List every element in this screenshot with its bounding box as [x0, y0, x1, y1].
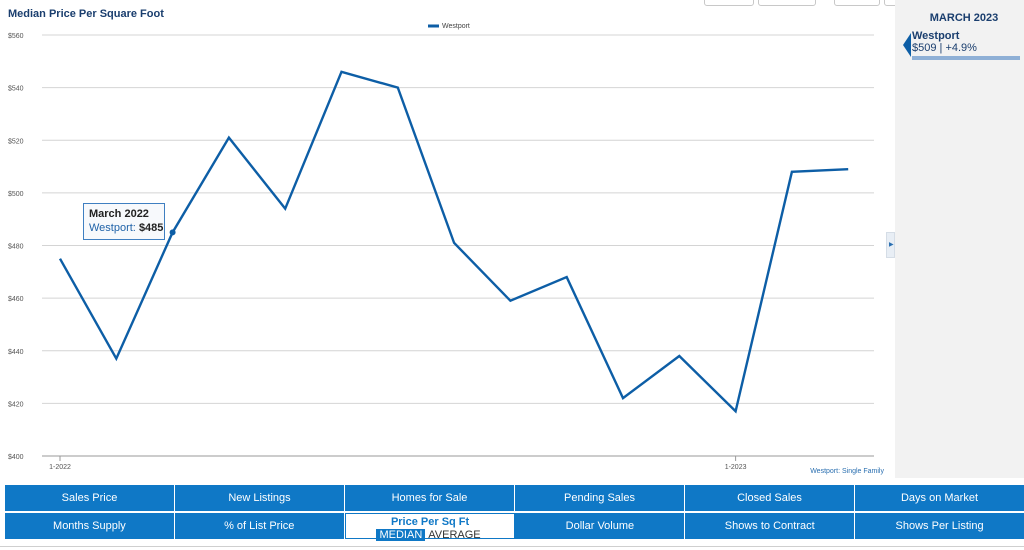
x-tick-label: 1-2023	[725, 464, 747, 471]
y-tick-label: $460	[8, 296, 24, 303]
footer-divider	[0, 546, 1024, 547]
tab-closed-sales[interactable]: Closed Sales	[685, 485, 855, 511]
top-control-button[interactable]	[758, 0, 816, 6]
side-panel-series-card[interactable]: Westport $509 | +4.9%	[912, 30, 1020, 60]
chart-tooltip: March 2022 Westport: $485	[83, 203, 165, 240]
y-tick-label: $420	[8, 401, 24, 408]
tab-homes-for-sale[interactable]: Homes for Sale	[345, 485, 515, 511]
tab-days-on-market[interactable]: Days on Market	[855, 485, 1024, 511]
data-point	[169, 229, 176, 236]
tab-pending-sales[interactable]: Pending Sales	[515, 485, 685, 511]
side-panel-series-name: Westport	[912, 30, 960, 42]
tab-new-listings[interactable]: New Listings	[175, 485, 345, 511]
tab-of-list-price[interactable]: % of List Price	[174, 513, 345, 539]
tooltip-series-name: Westport:	[89, 222, 136, 234]
tab-label: Price Per Sq Ft	[390, 516, 470, 528]
toggle-average[interactable]: AVERAGE	[428, 529, 481, 541]
y-tick-label: $540	[8, 86, 24, 93]
y-tick-label: $400	[8, 454, 24, 461]
caret-right-icon: ▶	[889, 242, 894, 248]
side-panel-series-bar	[912, 56, 1020, 60]
side-panel-series-value: $509 | +4.9%	[912, 42, 977, 54]
tab-shows-per-listing[interactable]: Shows Per Listing	[855, 513, 1024, 539]
tooltip-value: $485	[138, 222, 164, 234]
y-tick-label: $520	[8, 138, 24, 145]
side-panel-header: MARCH 2023	[929, 12, 999, 24]
chart-credit: Westport: Single Family	[810, 468, 884, 475]
series-marker-icon	[903, 33, 911, 57]
metric-tabs: Sales Price New Listings Homes for Sale Pen…	[5, 485, 1024, 541]
y-tick-label: $500	[8, 191, 24, 198]
tab-price-per-sq-ft[interactable]: Price Per Sq Ft MEDIAN AVERAGE	[344, 513, 516, 541]
tab-shows-to-contract[interactable]: Shows to Contract	[685, 513, 856, 539]
tab-sales-price[interactable]: Sales Price	[5, 485, 175, 511]
tooltip-body: Westport: $485	[89, 222, 164, 234]
line-chart: $400 $420 $440 $460 $480 $500 $520 $540 $560 1-20…	[8, 23, 874, 471]
median-average-toggle: MEDIAN AVERAGE	[376, 529, 483, 541]
side-panel	[895, 0, 1024, 478]
top-control-button[interactable]	[834, 0, 880, 6]
metric-tab-row: Sales Price New Listings Homes for Sale Pen…	[5, 485, 1024, 511]
toggle-median[interactable]: MEDIAN	[376, 529, 426, 541]
tooltip-title: March 2022	[89, 208, 149, 220]
metric-tab-row: Months Supply% of List Price Price Per Sq…	[5, 513, 1024, 541]
y-tick-label: $480	[8, 244, 24, 251]
chart-title: Median Price Per Square Foot	[8, 8, 164, 20]
x-tick-label: 1-2022	[49, 464, 71, 471]
legend-label: Westport	[442, 23, 470, 30]
tab-months-supply[interactable]: Months Supply	[5, 513, 175, 539]
series-line-westport	[58, 70, 849, 414]
top-control-button[interactable]	[704, 0, 754, 6]
y-tick-label: $440	[8, 349, 24, 356]
y-tick-label: $560	[8, 33, 24, 40]
panel-collapse-toggle[interactable]: ▶	[886, 232, 895, 258]
tab-dollar-volume[interactable]: Dollar Volume	[515, 513, 686, 539]
